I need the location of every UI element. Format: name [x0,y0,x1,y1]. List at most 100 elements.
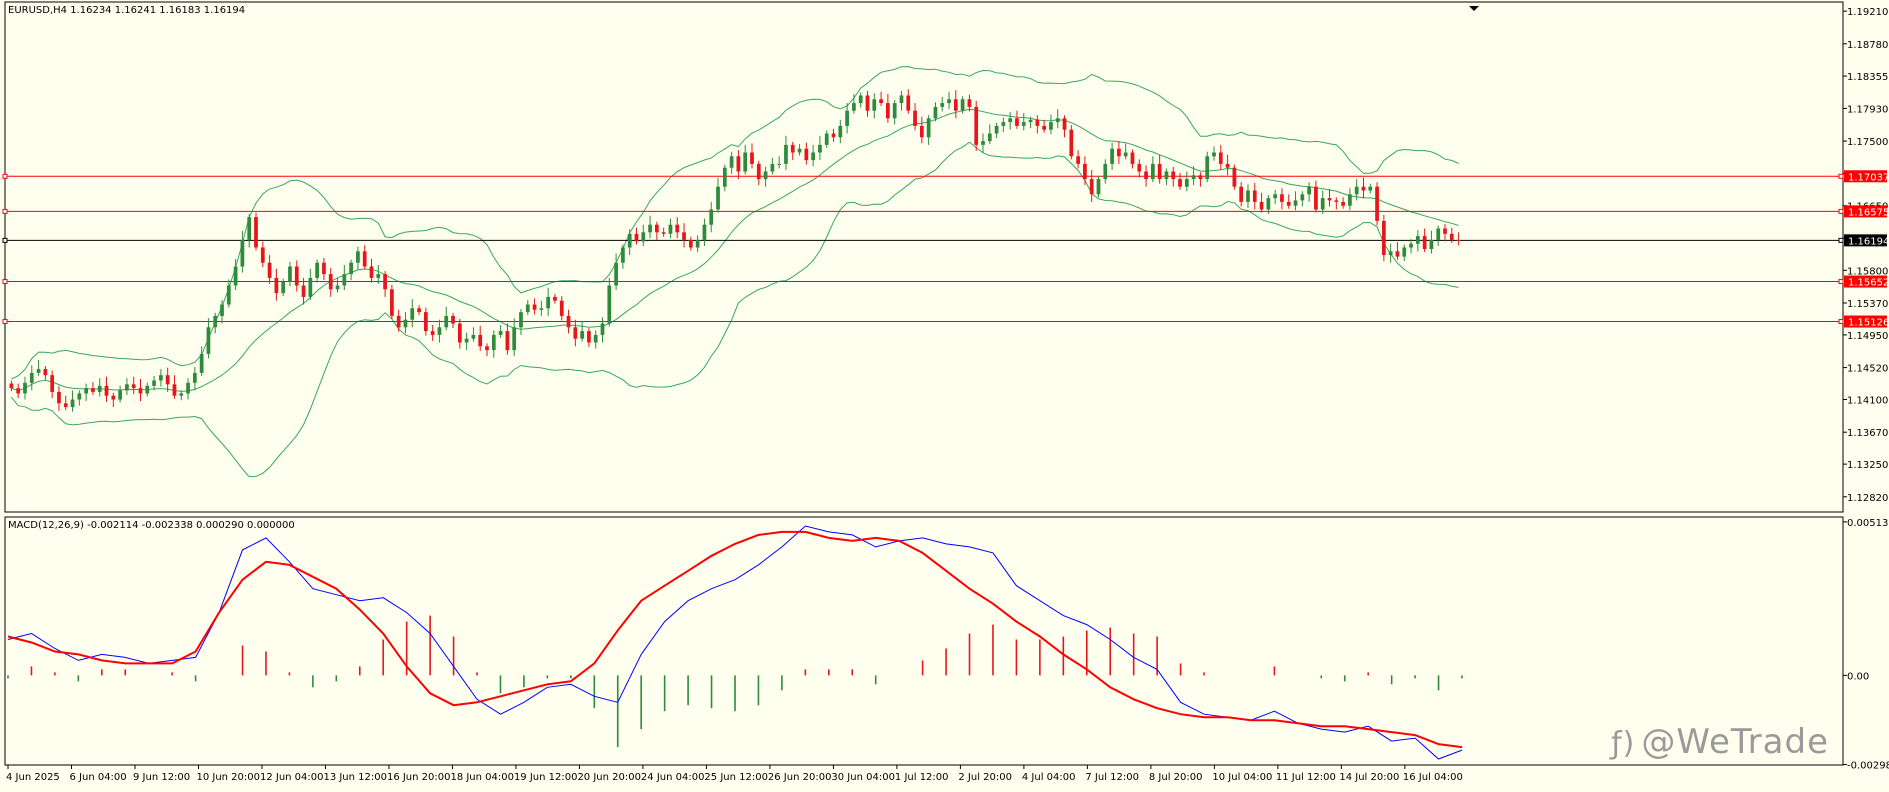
candle-bear [913,110,917,126]
macd-signal-line [7,530,1463,749]
candle-bear [1456,239,1461,241]
candle-bear [953,99,958,111]
candle-bull [23,382,27,394]
candle-bull [1320,198,1325,210]
macd-axis-label: -0.002985 [1847,761,1889,772]
candle-bull [410,308,415,320]
candle-bull [994,125,999,134]
candle-bear [43,369,48,376]
time-axis-label: 20 Jun 20:00 [577,772,641,783]
price-axis-label: 1.17500 [1847,137,1888,148]
candle-bull [199,353,204,373]
candle-bear [1015,118,1019,126]
candle-bear [906,95,911,111]
candle-bull [308,277,313,297]
candle-bear [1361,186,1366,191]
candle-bull [1049,122,1053,130]
candle-bull [621,247,625,263]
candle-bull [77,393,82,400]
price-axis-label: 1.18355 [1847,72,1888,83]
candle-bull [1266,198,1271,210]
candle-bear [1130,152,1135,164]
candle-bull [695,239,700,248]
candle-bear [688,239,693,248]
watermark: ƒ) @WeTrade [1611,722,1829,762]
candle-bear [322,262,326,275]
candle-bear [57,391,61,404]
candle-bear [1314,186,1318,210]
candle-bull [1429,239,1434,250]
price-level-label: 1.16575 [1848,207,1889,218]
candle-bull [593,334,598,343]
candle-bear [383,274,387,290]
time-axis-label: 26 Jun 20:00 [768,772,832,783]
candle-bear [1252,190,1257,202]
candle-bull [729,156,734,168]
candle-bear [1327,198,1332,201]
candle-bear [804,148,809,161]
candle-bear [756,163,761,180]
candle-bear [1286,201,1291,206]
candle-bull [1123,152,1128,157]
candle-bear [1449,233,1454,240]
price-axis-label: 1.19210 [1847,7,1888,18]
candle-bull [899,95,904,104]
price-level-handle [1838,279,1844,285]
candle-bear [1178,179,1182,187]
candle-bear [1076,156,1080,164]
candle-bear [675,224,680,233]
time-axis-label: 19 Jun 12:00 [514,772,578,783]
candle-bull [437,327,442,335]
candle-bear [1171,171,1176,180]
candle-bear [736,156,741,172]
candle-bull [838,125,843,138]
candle-bear [886,103,890,119]
candle-bull [281,281,286,294]
candle-bear [1089,179,1094,195]
candle-bear [260,247,265,263]
candle-bull [206,327,211,354]
candle-bull [872,99,877,111]
current-price-label: 1.16194 [1848,236,1889,247]
price-level-handle [2,279,8,285]
candle-bear [1198,175,1203,180]
candle-bear [328,274,333,290]
candle-bear [573,327,578,339]
candle-bull [444,315,449,328]
time-axis-label: 14 Jul 20:00 [1339,772,1399,783]
candle-bull [1110,148,1114,164]
candle-bear [451,315,455,324]
candle-bull [940,103,945,107]
candle-bull [818,144,822,153]
candle-bull [811,152,816,161]
candle-bull [926,118,931,138]
time-axis-label: 16 Jun 20:00 [387,772,451,783]
candle-bear [1395,251,1400,257]
price-level-label: 1.15126 [1848,318,1889,329]
candle-bull [1028,119,1033,123]
candle-bear [879,99,883,104]
macd-axis-label: 0.00 [1847,671,1869,682]
price-level-tag [1844,170,1887,183]
candle-bull [797,148,802,153]
candle-bull [1205,156,1210,180]
main-panel-frame [4,1,1844,513]
candle-bear [553,296,557,301]
candle-bear [1137,163,1142,172]
candle-bear [1443,228,1447,234]
candle-bear [362,251,367,267]
candle-bear [1259,201,1264,210]
candle-bull [1246,190,1250,202]
candle-bull [709,209,714,225]
candle-bear [1422,236,1427,250]
candle-bull [186,382,190,394]
candle-bull [1021,122,1026,126]
candle-bear [865,95,870,111]
candle-bear [457,323,462,343]
candle-bear [654,224,659,233]
candle-bull [763,171,768,180]
time-axis-label: 4 Jun 2025 [6,772,60,783]
candle-bull [220,304,224,316]
